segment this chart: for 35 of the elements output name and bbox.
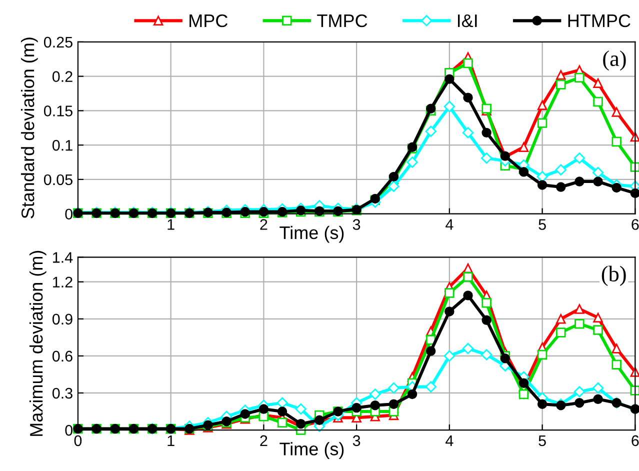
y-tick-label: 0.3 [52, 388, 72, 399]
x-tick-label: 6 [632, 219, 639, 230]
y-tick-label: 0.6 [52, 350, 72, 362]
x-tick-label: 0 [74, 435, 82, 446]
x-tick-label: 2 [260, 435, 268, 446]
y-axis-title: Standard deviation (m) [20, 38, 38, 218]
y-tick-label: 1.2 [53, 276, 72, 288]
x-tick-label: 3 [352, 219, 360, 230]
y-tick-label: 0 [65, 208, 72, 220]
x-axis-title: Time (s) [280, 442, 344, 459]
y-tick-label: 0.15 [44, 106, 72, 116]
y-tick-label: 0 [65, 424, 72, 436]
y-tick-label: 1.4 [53, 252, 73, 263]
x-tick-label: 3 [352, 435, 360, 446]
y-tick-label: 0.1 [52, 140, 72, 151]
legend-label: TMPC [317, 14, 368, 28]
x-tick-label: 4 [446, 219, 454, 230]
x-tick-label: 1 [168, 219, 174, 230]
legend-label: I&I [458, 14, 477, 28]
x-tick-label: 4 [446, 435, 454, 446]
legend-label: MPC [190, 14, 228, 28]
x-axis-title: Time (s) [280, 226, 344, 243]
x-tick-label: 1 [168, 435, 174, 446]
x-tick-label: 5 [538, 435, 546, 446]
y-tick-label: 0.9 [52, 314, 72, 325]
annotation: (a) [603, 50, 626, 71]
y-axis-title: Maximum deviation (m) [29, 250, 46, 436]
x-tick-label: 2 [260, 219, 268, 230]
x-tick-label: 6 [632, 435, 639, 446]
x-tick-label: 5 [538, 219, 546, 230]
y-tick-label: 0.05 [44, 174, 72, 186]
legend-label: HTMPC [568, 14, 630, 28]
y-tick-label: 0.2 [52, 71, 72, 82]
y-tick-label: 0.25 [44, 36, 72, 48]
annotation: (b) [602, 266, 626, 286]
